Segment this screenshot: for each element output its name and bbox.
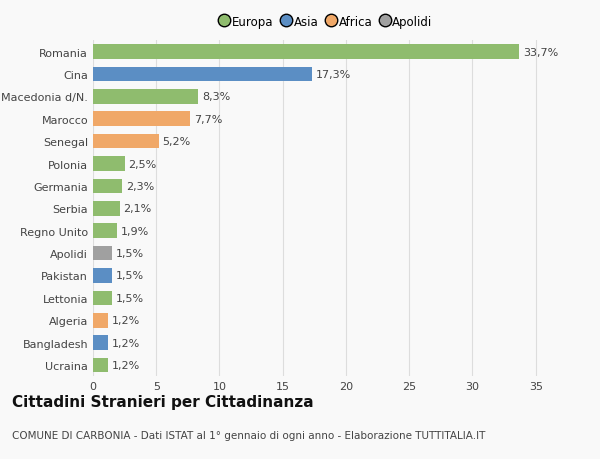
- Text: 1,2%: 1,2%: [112, 360, 140, 370]
- Bar: [93, 246, 112, 261]
- Bar: [93, 224, 117, 238]
- Text: 1,9%: 1,9%: [121, 226, 149, 236]
- Text: 1,5%: 1,5%: [116, 248, 144, 258]
- Text: 17,3%: 17,3%: [316, 70, 351, 80]
- Text: 1,5%: 1,5%: [116, 293, 144, 303]
- Bar: [93, 336, 108, 350]
- Text: 8,3%: 8,3%: [202, 92, 230, 102]
- Text: 33,7%: 33,7%: [523, 47, 559, 57]
- Text: 5,2%: 5,2%: [163, 137, 191, 147]
- Text: 1,2%: 1,2%: [112, 338, 140, 348]
- Bar: [93, 269, 112, 283]
- Bar: [93, 179, 122, 194]
- Bar: [93, 134, 159, 149]
- Bar: [93, 202, 119, 216]
- Text: 2,3%: 2,3%: [126, 181, 154, 191]
- Bar: [93, 45, 519, 60]
- Bar: [93, 313, 108, 328]
- Bar: [93, 90, 198, 104]
- Text: COMUNE DI CARBONIA - Dati ISTAT al 1° gennaio di ogni anno - Elaborazione TUTTIT: COMUNE DI CARBONIA - Dati ISTAT al 1° ge…: [12, 431, 485, 440]
- Text: 2,5%: 2,5%: [128, 159, 157, 169]
- Text: 7,7%: 7,7%: [194, 114, 223, 124]
- Bar: [93, 112, 190, 127]
- Text: 2,1%: 2,1%: [124, 204, 152, 214]
- Text: 1,5%: 1,5%: [116, 271, 144, 281]
- Bar: [93, 157, 125, 171]
- Text: Cittadini Stranieri per Cittadinanza: Cittadini Stranieri per Cittadinanza: [12, 394, 314, 409]
- Legend: Europa, Asia, Africa, Apolidi: Europa, Asia, Africa, Apolidi: [221, 16, 433, 29]
- Bar: [93, 358, 108, 372]
- Bar: [93, 291, 112, 305]
- Text: 1,2%: 1,2%: [112, 315, 140, 325]
- Bar: [93, 67, 312, 82]
